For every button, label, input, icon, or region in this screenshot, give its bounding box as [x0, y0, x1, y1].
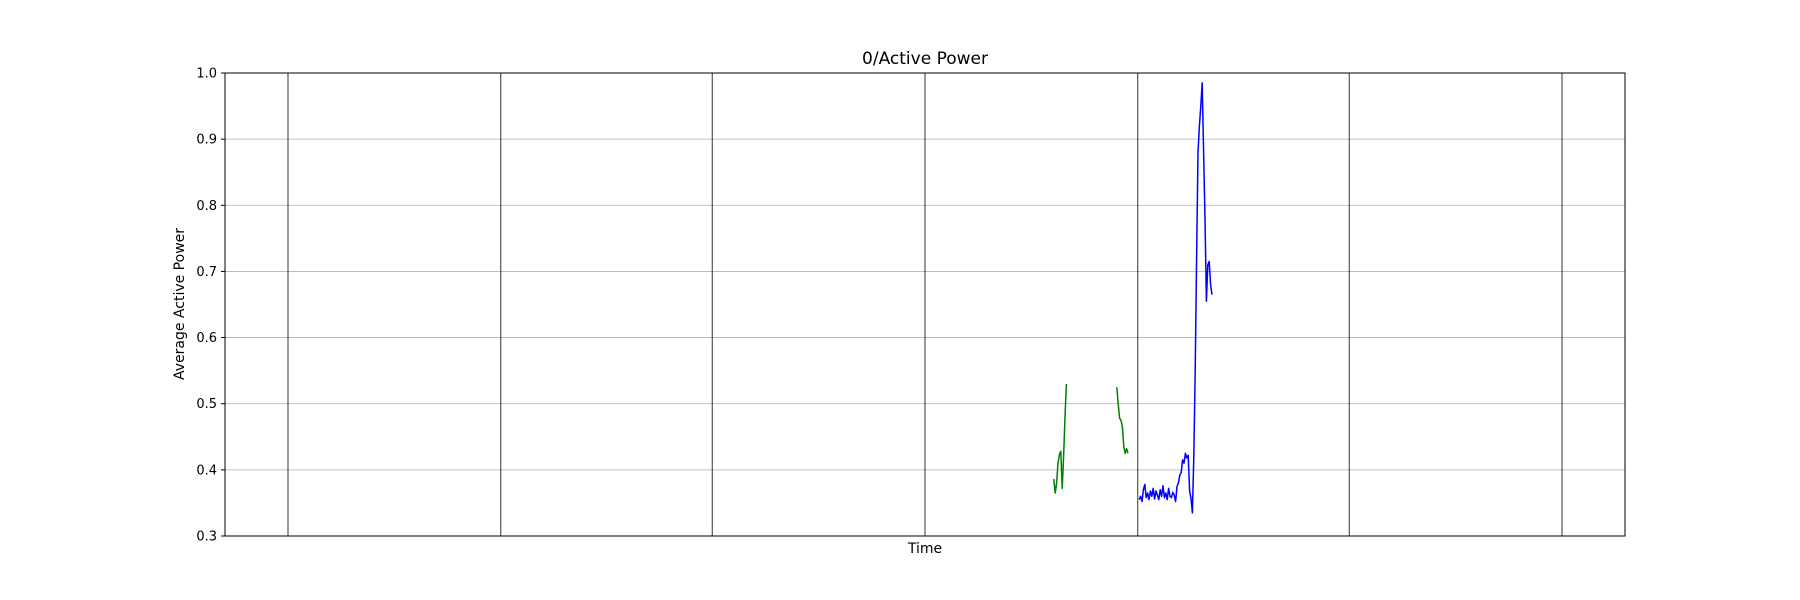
- y-tick-label: 0.3: [196, 530, 217, 545]
- plot-frame: [224, 72, 1626, 537]
- y-tick-label: 1.0: [196, 67, 217, 82]
- y-tick-label: 0.6: [196, 331, 217, 346]
- series-layer: [1053, 82, 1213, 514]
- y-tick-label: 0.7: [196, 265, 217, 280]
- series-line-0: [1053, 383, 1068, 494]
- x-axis-label: Time: [907, 541, 942, 557]
- y-tick-label: 0.5: [196, 397, 217, 412]
- y-axis-ticks: 0.3 0.4 0.5 0.6 0.7 0.8 0.9 1.0: [196, 67, 225, 545]
- y-tick-label: 0.4: [196, 463, 217, 478]
- chart-title: 0/Active Power: [862, 49, 988, 69]
- x-gridlines: [287, 73, 1563, 536]
- series-line-0: [1116, 387, 1129, 455]
- y-tick-label: 0.8: [196, 199, 217, 214]
- y-tick-label: 0.9: [196, 133, 217, 148]
- series-line-1: [1138, 82, 1213, 514]
- y-axis-label: Average Active Power: [172, 228, 188, 380]
